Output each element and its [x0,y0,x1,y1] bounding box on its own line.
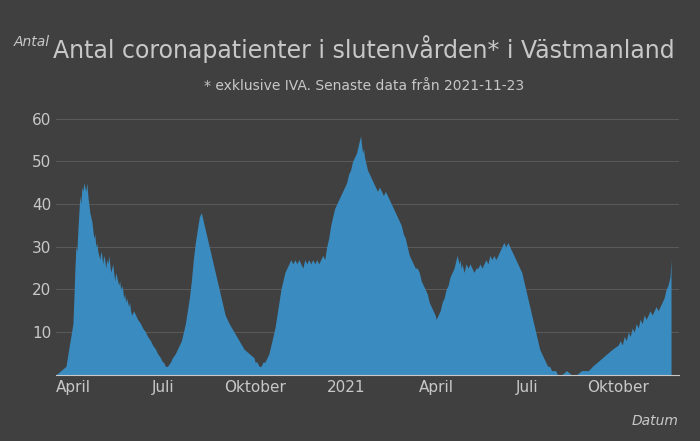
Text: Datum: Datum [632,414,679,428]
Text: Antal coronapatienter i slutenvården* i Västmanland: Antal coronapatienter i slutenvården* i … [53,35,675,63]
Text: * exklusive IVA. Senaste data från 2021-11-23: * exklusive IVA. Senaste data från 2021-… [204,79,524,93]
Text: Antal: Antal [14,35,50,49]
